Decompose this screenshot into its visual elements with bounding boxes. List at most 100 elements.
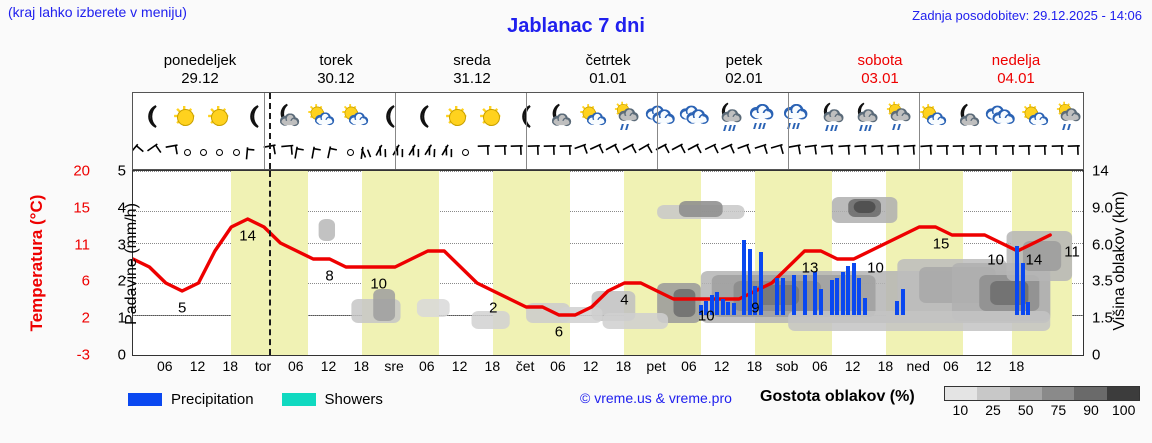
horizontal-gridline xyxy=(133,243,1083,244)
icon-cell xyxy=(167,93,201,139)
temperature-value-label: 10 xyxy=(697,307,715,325)
precipitation-tick: 1 xyxy=(117,309,126,327)
temperature-value-label: 8 xyxy=(325,267,334,285)
precipitation-bar xyxy=(857,277,862,315)
precipitation-bar xyxy=(709,294,714,315)
x-axis-tick: 12 xyxy=(451,358,468,374)
precipitation-bar xyxy=(704,300,709,315)
precipitation-bar xyxy=(720,299,725,315)
wind-barb xyxy=(951,143,966,165)
wind-barb xyxy=(968,143,982,165)
icon-cell xyxy=(847,93,881,139)
temperature-tick: 15 xyxy=(73,199,90,217)
wind-barb xyxy=(133,143,145,165)
page-title: Jablanac 7 dni xyxy=(507,15,645,37)
legend-item-precipitation: Precipitation xyxy=(128,391,254,408)
cloud-icon xyxy=(313,112,335,126)
moon-cloud-weather-icon xyxy=(949,99,983,133)
legend-label: Precipitation xyxy=(171,390,254,408)
wind-barb xyxy=(280,143,294,165)
moon-cloud-weather-icon xyxy=(541,99,575,133)
weather-icon-strip xyxy=(133,93,1083,139)
sun-cloud-weather-icon xyxy=(1017,99,1051,133)
x-axis-tick: 06 xyxy=(287,358,304,374)
icon-cell xyxy=(949,93,983,139)
day-header-6: sobota 03.01 xyxy=(812,52,948,90)
cloud-icon xyxy=(856,109,878,123)
moon-icon xyxy=(515,104,535,129)
day-separator xyxy=(395,93,397,169)
cloud-height-tick: 14 xyxy=(1092,162,1109,180)
day-separator xyxy=(657,93,659,169)
precipitation-bar xyxy=(742,240,747,315)
day-header-7: nedelja 04.01 xyxy=(948,52,1084,90)
day-header-3: sreda 31.12 xyxy=(404,52,540,90)
cloud-icon xyxy=(278,113,300,127)
sun-cloud-weather-icon xyxy=(575,99,609,133)
cloud-density-step-label: 25 xyxy=(985,402,1001,418)
moon-weather-icon xyxy=(371,99,405,133)
cloud-density-title: Gostota oblakov (%) xyxy=(760,388,915,405)
cloud-icon xyxy=(991,109,1016,125)
weather-icon-panel xyxy=(132,92,1084,170)
icon-cell xyxy=(201,93,235,139)
sun-weather-icon xyxy=(167,99,201,133)
temperature-value-label: 14 xyxy=(239,227,256,245)
precipitation-bar xyxy=(791,274,796,315)
temperature-value-label: 9 xyxy=(751,299,760,317)
wind-barb xyxy=(360,143,374,165)
cloud-height-tick: 9.0 xyxy=(1092,199,1113,217)
temperature-value-label: 10 xyxy=(370,275,388,293)
precipitation-bar xyxy=(753,286,758,315)
wind-barb xyxy=(558,143,573,165)
wind-barb xyxy=(375,143,390,165)
x-axis-tick: 18 xyxy=(746,358,763,374)
x-axis-tick: 18 xyxy=(615,358,632,374)
icon-cell xyxy=(813,93,847,139)
cloud-density-step-label: 50 xyxy=(1017,402,1034,418)
x-axis-tick: 06 xyxy=(419,358,435,374)
icon-cell xyxy=(439,93,473,139)
temperature-value-label: 11 xyxy=(1064,243,1080,261)
x-axis-tick: 12 xyxy=(713,358,730,374)
wind-barb xyxy=(198,143,210,165)
day-separator xyxy=(264,93,266,169)
x-axis-tick: 12 xyxy=(320,358,337,374)
x-axis-tick: 18 xyxy=(484,358,501,374)
day-name: ponedeljek xyxy=(163,52,237,69)
moon-icon xyxy=(141,104,161,129)
cloud-density-step-label: 100 xyxy=(1112,402,1136,418)
wind-barb xyxy=(574,143,588,165)
day-header-row: ponedeljek 29.12 torek 30.12 sreda 31.12 četrt… xyxy=(132,52,1084,90)
icon-cell xyxy=(643,93,677,139)
x-axis-tick: 06 xyxy=(681,358,697,374)
temperature-value-label: 14 xyxy=(1025,251,1043,269)
copyright-notice: © vreme.us & vreme.pro xyxy=(580,390,732,406)
wind-barb xyxy=(606,143,621,165)
cloud-icon xyxy=(925,112,947,126)
cloud-icon xyxy=(347,112,369,126)
moon-icon xyxy=(243,104,263,129)
sun-cloud-rain-weather-icon xyxy=(1051,99,1083,133)
precipitation-bar xyxy=(698,304,703,315)
moon-weather-icon xyxy=(235,99,269,133)
x-axis-tick: pet xyxy=(646,358,666,374)
precipitation-bar xyxy=(900,289,905,315)
wind-barb xyxy=(820,143,834,165)
icon-cell xyxy=(711,93,745,139)
last-update-timestamp: Zadnja posodobitev: 29.12.2025 - 14:06 xyxy=(912,8,1142,23)
cloud-icon xyxy=(617,108,639,122)
x-axis-tick: 12 xyxy=(582,358,599,374)
wind-barb xyxy=(754,143,768,165)
wind-barb xyxy=(542,143,556,165)
moon-cloud-rain-weather-icon xyxy=(847,99,881,133)
temperature-curve xyxy=(133,217,1052,317)
wind-barb xyxy=(804,143,817,165)
wind-barb xyxy=(424,143,439,165)
wind-barb xyxy=(935,143,949,165)
rain-drops-icon xyxy=(723,125,740,134)
wind-barb xyxy=(408,143,423,165)
wind-barb xyxy=(476,143,491,165)
precipitation-bar xyxy=(731,303,736,315)
forecast-plot: 5 14 8 10 2 6 4 10 9 13 10 15 10 14 11 xyxy=(132,170,1084,356)
